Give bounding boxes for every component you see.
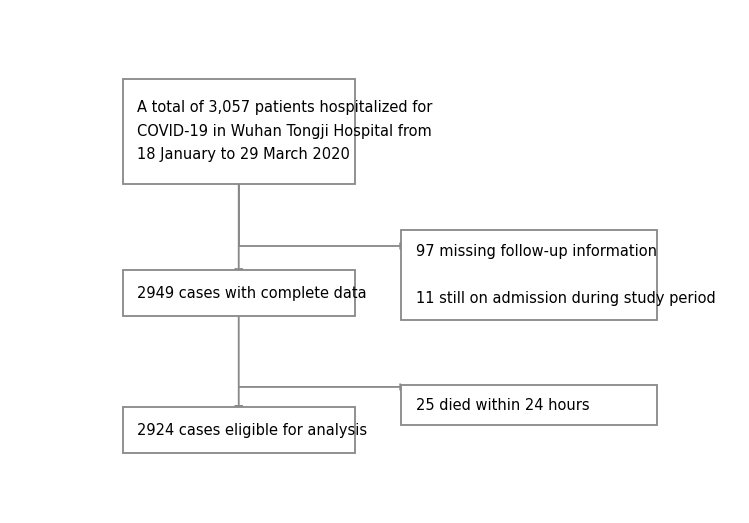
Text: 25 died within 24 hours: 25 died within 24 hours (416, 397, 589, 413)
Text: 2949 cases with complete data: 2949 cases with complete data (137, 286, 367, 301)
FancyBboxPatch shape (123, 270, 355, 316)
FancyBboxPatch shape (123, 79, 355, 184)
Text: 97 missing follow-up information

11 still on admission during study period: 97 missing follow-up information 11 stil… (416, 244, 715, 306)
FancyBboxPatch shape (123, 407, 355, 453)
Text: 2924 cases eligible for analysis: 2924 cases eligible for analysis (137, 423, 367, 438)
Text: A total of 3,057 patients hospitalized for
COVID-19 in Wuhan Tongji Hospital fro: A total of 3,057 patients hospitalized f… (137, 100, 432, 162)
FancyBboxPatch shape (401, 385, 657, 425)
FancyBboxPatch shape (401, 230, 657, 321)
